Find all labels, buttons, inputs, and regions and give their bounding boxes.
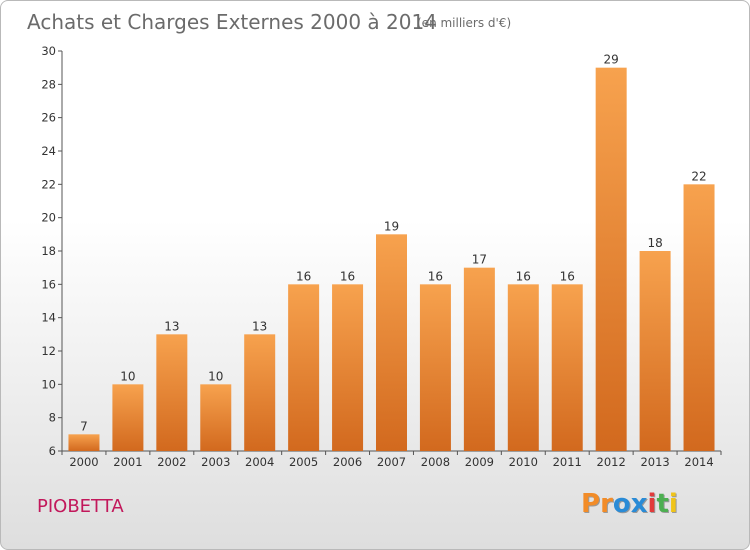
- value-label-2011: 16: [560, 269, 575, 283]
- x-tick-label-2003: 2003: [201, 455, 230, 469]
- y-tick-label: 12: [41, 344, 56, 358]
- x-tick-label-2002: 2002: [157, 455, 186, 469]
- value-label-2002: 13: [164, 319, 179, 333]
- x-tick-label-2005: 2005: [289, 455, 318, 469]
- bar-2014: [683, 184, 715, 452]
- chart-value-labels: 7 10 13 10 13 16 16 19 16 17 16 16 29 18 22: [80, 53, 707, 434]
- x-tick-label-2012: 2012: [597, 455, 626, 469]
- logo-letter: i: [668, 489, 678, 519]
- bar-2006: [332, 284, 364, 451]
- logo-letter: P: [581, 489, 601, 519]
- value-label-2003: 10: [208, 369, 223, 383]
- bar-2003: [200, 384, 232, 451]
- place-name: PIOBETTA: [37, 496, 124, 517]
- chart-x-ticks: 2000 2001 2002 2003 2004 2005 2006 2007 2008 2009…: [61, 451, 722, 469]
- bar-2000: [68, 434, 100, 451]
- value-label-2001: 10: [120, 369, 135, 383]
- chart-subtitle: (en milliers d'€): [417, 16, 511, 30]
- y-tick-label: 20: [41, 211, 56, 225]
- y-tick-label: 10: [41, 377, 56, 391]
- value-label-2008: 16: [428, 269, 443, 283]
- y-tick-label: 22: [41, 177, 56, 191]
- bar-2002: [156, 334, 188, 451]
- bar-2012: [595, 67, 627, 452]
- bar-2008: [419, 284, 451, 451]
- x-tick-label-2004: 2004: [245, 455, 274, 469]
- value-label-2000: 7: [80, 419, 88, 433]
- x-tick-label-2000: 2000: [69, 455, 98, 469]
- x-tick-label-2001: 2001: [113, 455, 142, 469]
- logo-letter: i: [647, 489, 657, 519]
- value-label-2013: 18: [647, 236, 662, 250]
- bar-2013: [639, 251, 671, 451]
- chart-bars: [68, 67, 715, 452]
- value-label-2006: 16: [340, 269, 355, 283]
- x-tick-label-2014: 2014: [684, 455, 713, 469]
- y-tick-label: 24: [41, 144, 56, 158]
- x-tick-label-2011: 2011: [553, 455, 582, 469]
- value-label-2004: 13: [252, 319, 267, 333]
- bar-2007: [376, 234, 407, 451]
- x-tick-label-2013: 2013: [640, 455, 669, 469]
- y-tick-label: 18: [41, 244, 56, 258]
- value-label-2009: 17: [472, 253, 487, 267]
- bar-2004: [244, 334, 276, 451]
- bar-2009: [463, 267, 495, 451]
- value-label-2010: 16: [516, 269, 531, 283]
- y-tick-label: 6: [49, 444, 56, 458]
- bar-2005: [288, 284, 320, 451]
- logo-letter: x: [630, 489, 648, 519]
- bar-2010: [507, 284, 539, 451]
- x-tick-label-2008: 2008: [421, 455, 450, 469]
- x-tick-label-2006: 2006: [333, 455, 362, 469]
- y-tick-label: 28: [41, 77, 56, 91]
- logo-letter: t: [656, 489, 669, 519]
- x-tick-label-2010: 2010: [509, 455, 538, 469]
- value-label-2012: 29: [604, 53, 619, 67]
- value-label-2005: 16: [296, 269, 311, 283]
- logo-letter: r: [600, 489, 613, 519]
- bar-2011: [551, 284, 583, 451]
- value-label-2007: 19: [384, 219, 399, 233]
- x-tick-label-2007: 2007: [377, 455, 406, 469]
- y-tick-label: 8: [49, 411, 56, 425]
- y-tick-label: 14: [41, 311, 56, 325]
- y-tick-label: 16: [41, 277, 56, 291]
- chart-title: Achats et Charges Externes 2000 à 2014: [27, 10, 437, 34]
- logo-letter: o: [612, 489, 631, 519]
- y-tick-label: 30: [41, 44, 56, 58]
- chart-y-ticks: 6 8 10 12 14 16 18 20 22 24 26 28 30: [41, 44, 62, 458]
- y-tick-label: 26: [41, 111, 56, 125]
- proxiti-logo[interactable]: Proxiti: [581, 489, 678, 519]
- x-tick-label-2009: 2009: [465, 455, 494, 469]
- value-label-2014: 22: [691, 169, 706, 183]
- bar-2001: [112, 384, 144, 451]
